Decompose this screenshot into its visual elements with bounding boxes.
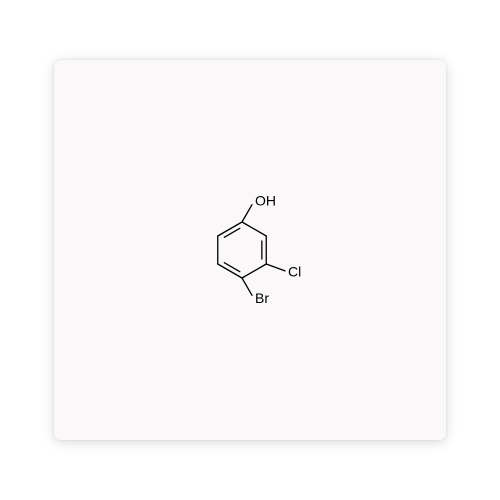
label-cl: Cl [288, 264, 301, 280]
label-oh: OH [255, 192, 276, 208]
molecule-diagram: OH Cl Br [150, 150, 350, 350]
label-br: Br [255, 290, 269, 306]
structure-card: OH Cl Br [54, 60, 446, 440]
